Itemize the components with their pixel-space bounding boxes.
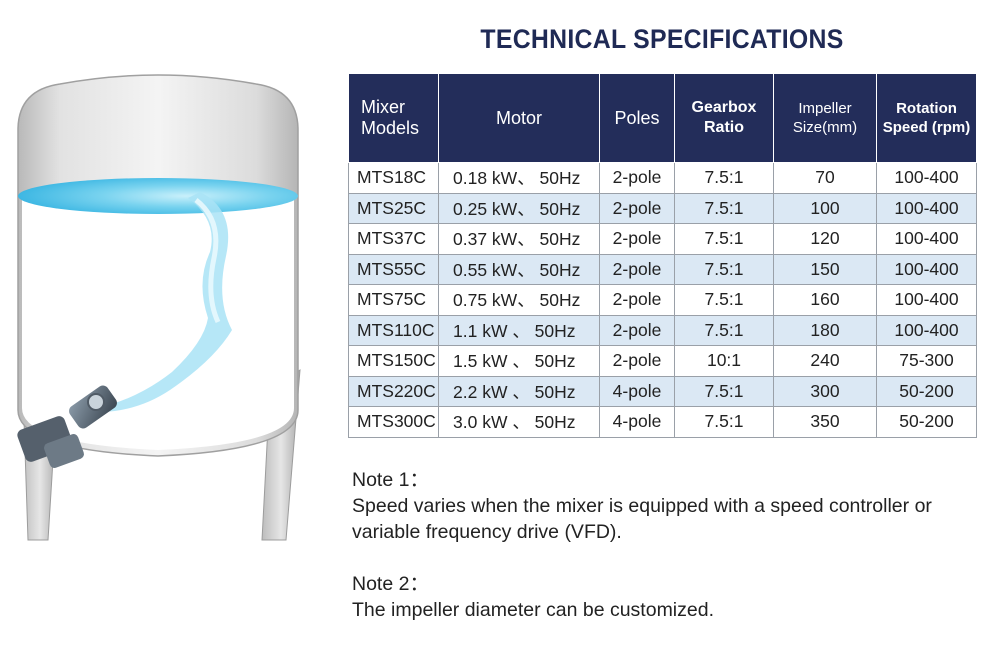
cell-model: MTS37C	[348, 223, 439, 255]
note-2-title: Note 2：	[352, 573, 429, 595]
page-title: TECHNICAL SPECIFICATIONS	[480, 24, 844, 54]
cell-ratio: 7.5:1	[674, 192, 774, 224]
cell-poles: 2-pole	[599, 284, 675, 316]
table-row: MTS75C 0.75 kW、 50Hz 2-pole 7.5:1 160 10…	[348, 284, 977, 316]
cell-motor: 0.25 kW、 50Hz	[438, 192, 600, 224]
cell-model: MTS75C	[348, 284, 439, 316]
cell-impeller: 160	[773, 284, 877, 316]
cell-speed: 100-400	[876, 314, 977, 346]
note-2-text: The impeller diameter can be customized.	[352, 599, 714, 621]
cell-ratio: 7.5:1	[674, 223, 774, 255]
cell-motor: 0.75 kW、 50Hz	[438, 284, 600, 316]
cell-impeller: 350	[773, 406, 877, 438]
cell-model: MTS25C	[348, 192, 439, 224]
cell-motor: 1.5 kW 、 50Hz	[438, 345, 600, 377]
cell-impeller: 300	[773, 375, 877, 407]
cell-ratio: 7.5:1	[674, 253, 774, 285]
liquid-surface	[18, 178, 298, 214]
note-1-text: Speed varies when the mixer is equipped …	[352, 495, 932, 543]
cell-poles: 4-pole	[599, 406, 675, 438]
table-row: MTS55C 0.55 kW、 50Hz 2-pole 7.5:1 150 10…	[348, 253, 977, 285]
cell-ratio: 7.5:1	[674, 314, 774, 346]
mixing-tank-illustration	[17, 74, 301, 541]
cell-motor: 0.55 kW、 50Hz	[438, 253, 600, 285]
table-row: MTS300C 3.0 kW 、 50Hz 4-pole 7.5:1 350 5…	[348, 406, 977, 438]
cell-model: MTS150C	[348, 345, 439, 377]
side-entry-mixer	[17, 385, 117, 468]
cell-motor: 2.2 kW 、 50Hz	[438, 375, 600, 407]
cell-poles: 2-pole	[599, 345, 675, 377]
table-row: MTS110C 1.1 kW 、 50Hz 2-pole 7.5:1 180 1…	[348, 314, 977, 346]
specifications-table: Mixer Models Motor Poles Gearbox Ratio I…	[348, 73, 977, 438]
cell-impeller: 180	[773, 314, 877, 346]
cell-speed: 100-400	[876, 223, 977, 255]
cell-motor: 1.1 kW 、 50Hz	[438, 314, 600, 346]
cell-ratio: 7.5:1	[674, 162, 774, 194]
cell-poles: 2-pole	[599, 314, 675, 346]
header-impeller-size: Impeller Size(mm)	[773, 73, 877, 163]
cell-model: MTS55C	[348, 253, 439, 285]
cell-model: MTS220C	[348, 375, 439, 407]
cell-speed: 75-300	[876, 345, 977, 377]
cell-motor: 0.37 kW、 50Hz	[438, 223, 600, 255]
cell-speed: 100-400	[876, 162, 977, 194]
cell-poles: 4-pole	[599, 375, 675, 407]
header-mixer-models: Mixer Models	[348, 73, 439, 163]
table-row: MTS25C 0.25 kW、 50Hz 2-pole 7.5:1 100 10…	[348, 192, 977, 224]
cell-ratio: 7.5:1	[674, 406, 774, 438]
tank-interior	[22, 196, 294, 450]
header-gearbox-ratio: Gearbox Ratio	[674, 73, 774, 163]
vortex-stream	[104, 192, 232, 412]
cell-ratio: 10:1	[674, 345, 774, 377]
cell-poles: 2-pole	[599, 253, 675, 285]
notes-section: Note 1： Speed varies when the mixer is e…	[352, 467, 972, 623]
header-motor: Motor	[438, 73, 600, 163]
cell-model: MTS18C	[348, 162, 439, 194]
header-rotation-speed: Rotation Speed (rpm)	[876, 73, 977, 163]
cell-speed: 50-200	[876, 375, 977, 407]
cell-impeller: 120	[773, 223, 877, 255]
cell-poles: 2-pole	[599, 162, 675, 194]
table-row: MTS18C 0.18 kW、 50Hz 2-pole 7.5:1 70 100…	[348, 162, 977, 194]
cell-motor: 3.0 kW 、 50Hz	[438, 406, 600, 438]
note-1-title: Note 1：	[352, 469, 429, 491]
cell-speed: 100-400	[876, 192, 977, 224]
cell-poles: 2-pole	[599, 223, 675, 255]
cell-speed: 100-400	[876, 284, 977, 316]
cell-model: MTS110C	[348, 314, 439, 346]
header-poles: Poles	[599, 73, 675, 163]
cell-impeller: 70	[773, 162, 877, 194]
cell-motor: 0.18 kW、 50Hz	[438, 162, 600, 194]
table-row: MTS220C 2.2 kW 、 50Hz 4-pole 7.5:1 300 5…	[348, 375, 977, 407]
cell-impeller: 150	[773, 253, 877, 285]
cell-model: MTS300C	[348, 406, 439, 438]
cell-speed: 50-200	[876, 406, 977, 438]
table-header-row: Mixer Models Motor Poles Gearbox Ratio I…	[348, 73, 977, 163]
cell-impeller: 100	[773, 192, 877, 224]
cell-ratio: 7.5:1	[674, 375, 774, 407]
cell-poles: 2-pole	[599, 192, 675, 224]
cell-ratio: 7.5:1	[674, 284, 774, 316]
table-row: MTS150C 1.5 kW 、 50Hz 2-pole 10:1 240 75…	[348, 345, 977, 377]
cell-impeller: 240	[773, 345, 877, 377]
table-row: MTS37C 0.37 kW、 50Hz 2-pole 7.5:1 120 10…	[348, 223, 977, 255]
cell-speed: 100-400	[876, 253, 977, 285]
